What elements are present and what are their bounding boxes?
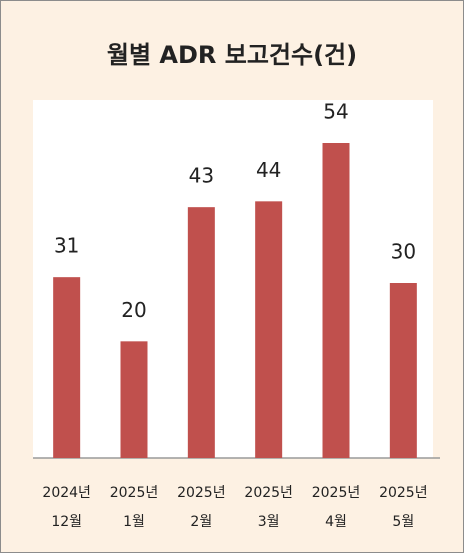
x-tick-label: 2025년 — [177, 485, 226, 501]
bar — [322, 143, 350, 458]
bar — [187, 207, 215, 458]
bar — [389, 283, 417, 458]
x-tick-label: 2025년 — [244, 485, 293, 501]
data-label: 20 — [121, 298, 146, 322]
x-tick-label: 5월 — [392, 514, 414, 530]
bar — [255, 201, 283, 459]
chart-title: 월별 ADR 보고건수(건) — [107, 41, 357, 69]
bar — [53, 277, 81, 458]
x-tick-label: 3월 — [258, 514, 280, 530]
x-tick-label: 2025년 — [110, 485, 159, 501]
x-tick-label: 2025년 — [379, 485, 428, 501]
data-label: 31 — [54, 234, 79, 258]
x-tick-label: 1월 — [123, 514, 145, 530]
x-tick-label: 4월 — [325, 514, 347, 530]
x-tick-label: 2025년 — [312, 485, 361, 501]
data-label: 44 — [256, 158, 281, 182]
bar — [120, 341, 148, 458]
x-tick-label: 12월 — [51, 514, 82, 530]
plot-area — [33, 100, 433, 458]
data-label: 43 — [189, 164, 214, 188]
x-tick-label: 2024년 — [42, 485, 91, 501]
data-label: 54 — [323, 100, 348, 124]
data-label: 30 — [391, 240, 416, 264]
x-tick-label: 2월 — [190, 514, 212, 530]
